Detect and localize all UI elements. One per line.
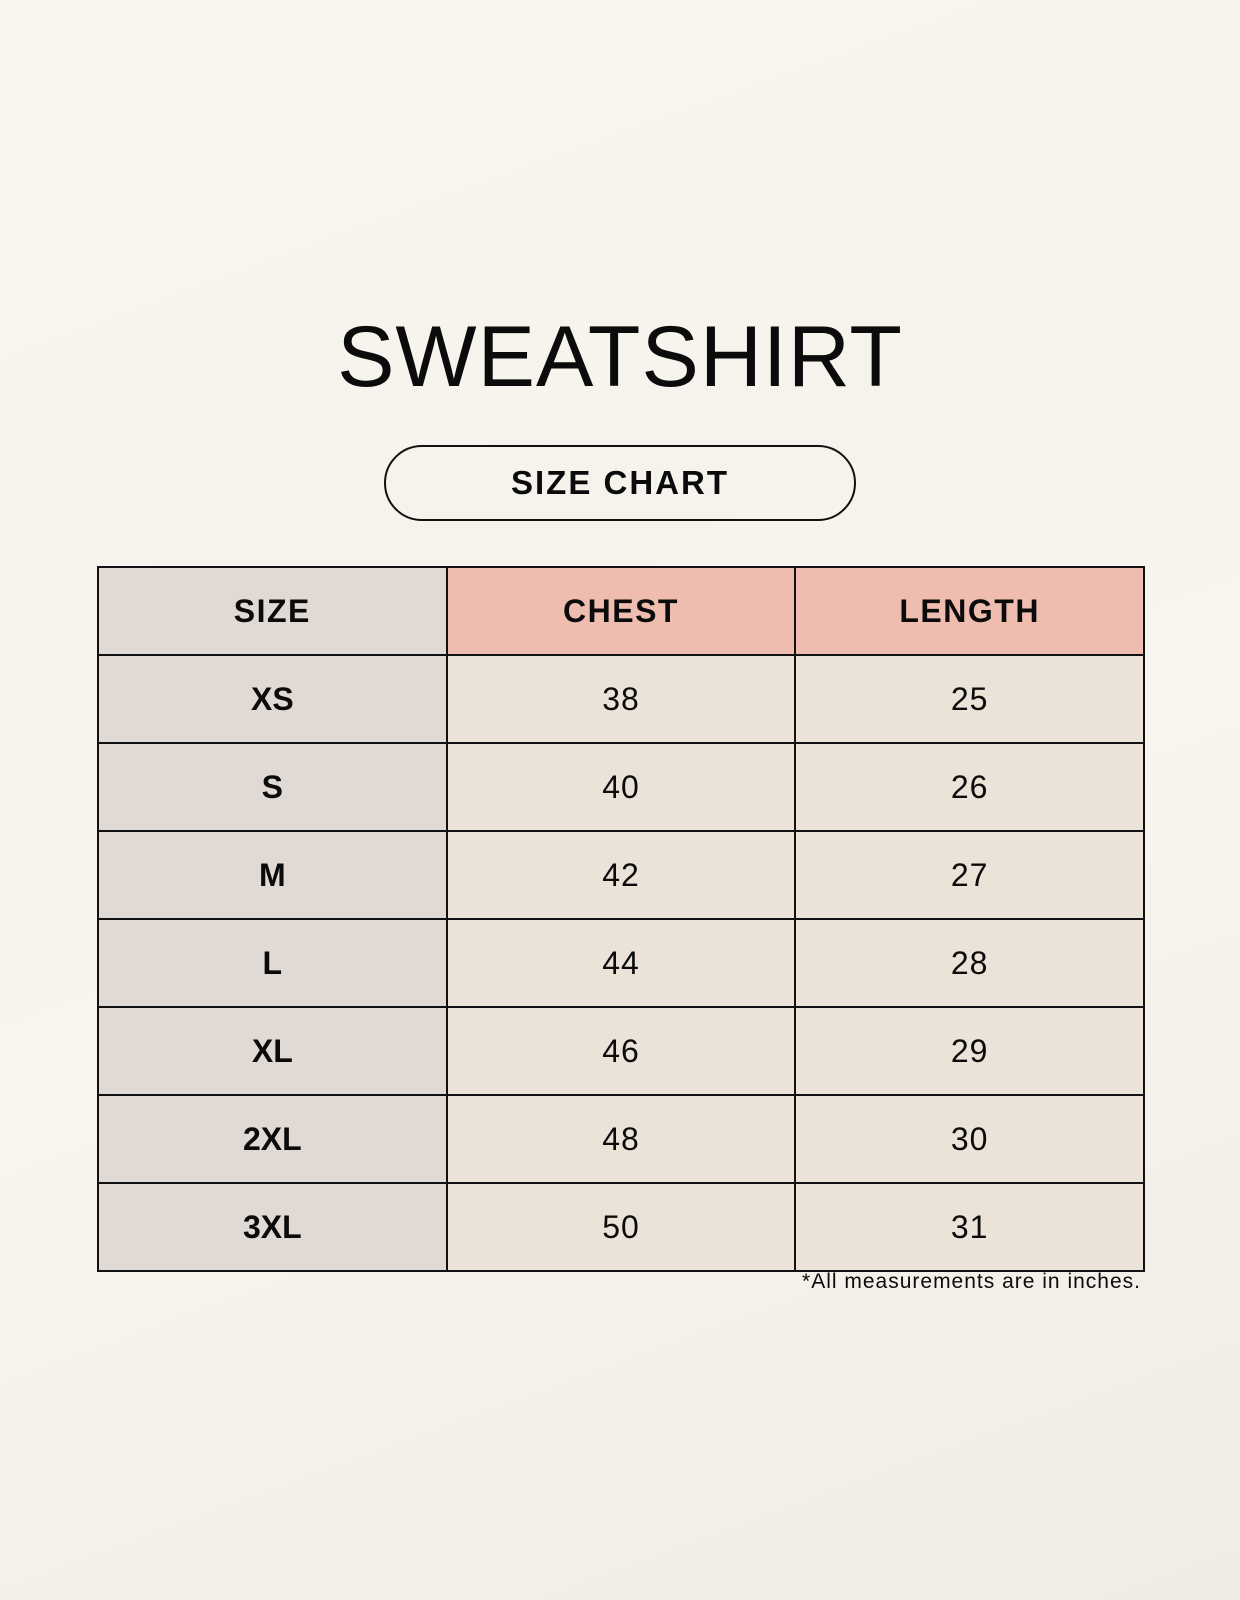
size-cell: XL — [97, 1006, 448, 1096]
chest-cell: 50 — [445, 1182, 797, 1272]
length-cell: 31 — [794, 1182, 1145, 1272]
size-chart-badge: SIZE CHART — [384, 445, 856, 521]
table-row: 2XL 48 30 — [97, 1094, 1145, 1184]
chest-cell: 40 — [445, 742, 797, 832]
chest-cell: 46 — [445, 1006, 797, 1096]
table-row: M 42 27 — [97, 830, 1145, 920]
table-header-row: SIZE CHEST LENGTH — [97, 566, 1145, 656]
header-length: LENGTH — [794, 566, 1145, 656]
table-row: L 44 28 — [97, 918, 1145, 1008]
page-title: SWEATSHIRT — [337, 309, 903, 405]
table-row: XL 46 29 — [97, 1006, 1145, 1096]
chest-cell: 42 — [445, 830, 797, 920]
size-cell: 2XL — [97, 1094, 448, 1184]
length-cell: 25 — [794, 654, 1145, 744]
table-row: 3XL 50 31 — [97, 1182, 1145, 1272]
length-cell: 29 — [794, 1006, 1145, 1096]
size-cell: 3XL — [97, 1182, 448, 1272]
size-cell: XS — [97, 654, 448, 744]
table-row: S 40 26 — [97, 742, 1145, 832]
length-cell: 27 — [794, 830, 1145, 920]
size-cell: L — [97, 918, 448, 1008]
chest-cell: 44 — [445, 918, 797, 1008]
size-cell: M — [97, 830, 448, 920]
length-cell: 26 — [794, 742, 1145, 832]
header-size: SIZE — [97, 566, 448, 656]
header-chest: CHEST — [445, 566, 797, 656]
chest-cell: 48 — [445, 1094, 797, 1184]
length-cell: 30 — [794, 1094, 1145, 1184]
chest-cell: 38 — [445, 654, 797, 744]
footnote: *All measurements are in inches. — [802, 1270, 1141, 1293]
length-cell: 28 — [794, 918, 1145, 1008]
size-cell: S — [97, 742, 448, 832]
size-table: SIZE CHEST LENGTH XS 38 25 S 40 26 M 42 27 L 44 28 X… — [97, 566, 1145, 1272]
table-row: XS 38 25 — [97, 654, 1145, 744]
